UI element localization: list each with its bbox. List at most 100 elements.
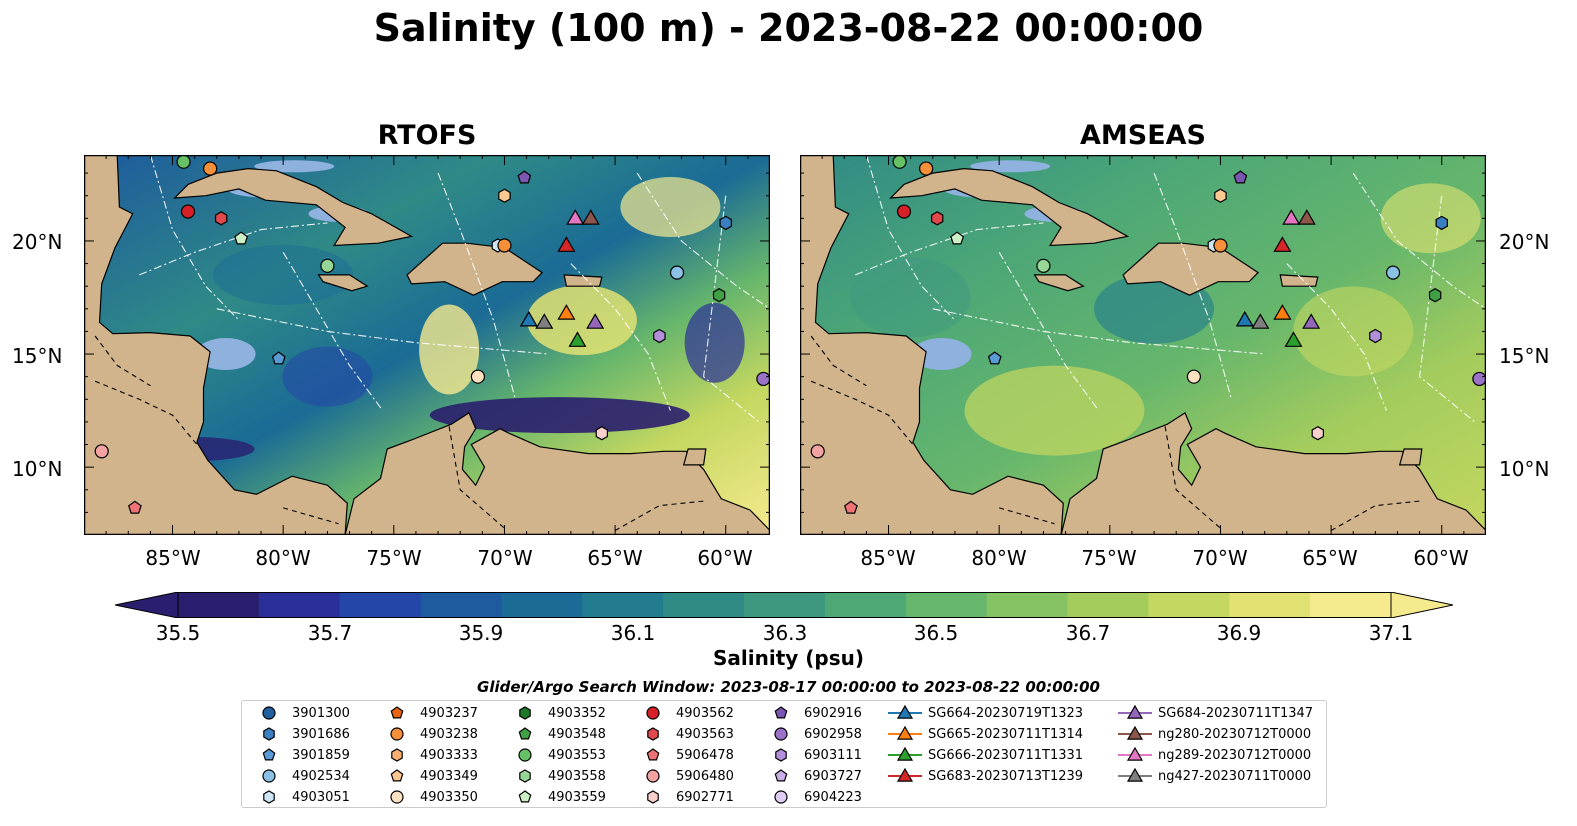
legend-marker-icon bbox=[519, 769, 531, 783]
legend-float-marker bbox=[646, 769, 660, 783]
colorbar-frame bbox=[177, 592, 1392, 618]
legend-marker-icon bbox=[888, 704, 922, 719]
glider-marker bbox=[1251, 313, 1270, 329]
legend-float-marker bbox=[390, 727, 404, 741]
argo-float-marker bbox=[595, 426, 609, 441]
border-line bbox=[448, 426, 505, 529]
argo-float-marker bbox=[892, 154, 907, 169]
colorbar bbox=[115, 592, 1454, 618]
legend-float-marker bbox=[262, 769, 276, 783]
legend-item: 4903352 bbox=[508, 703, 606, 723]
argo-float-marker bbox=[1428, 288, 1442, 303]
legend-marker-icon bbox=[775, 748, 787, 762]
legend-item: 3901686 bbox=[252, 724, 350, 744]
land-jamaica bbox=[1033, 274, 1085, 292]
legend-item-label: 6903727 bbox=[804, 768, 862, 784]
land-cuba bbox=[889, 167, 1130, 247]
argo-float-marker bbox=[320, 258, 335, 273]
legend-item: SG684-20230711T1347 bbox=[1118, 703, 1313, 723]
legend-item-label: 4903559 bbox=[548, 789, 606, 805]
legend-item: ng289-20230712T0000 bbox=[1118, 745, 1311, 765]
y-tick-right-10n: 10°N bbox=[1499, 457, 1550, 481]
argo-float-marker bbox=[176, 154, 191, 169]
colorbar-tick: 36.5 bbox=[913, 621, 959, 645]
legend-item-label: 4903558 bbox=[548, 768, 606, 784]
colorbar-tick: 37.1 bbox=[1368, 621, 1414, 645]
eez-line bbox=[139, 222, 328, 276]
land-puertorico bbox=[1279, 274, 1319, 287]
legend-item: 3901300 bbox=[252, 703, 350, 723]
argo-float-marker bbox=[470, 369, 485, 384]
x-tick-left-85w: 85°W bbox=[145, 546, 201, 570]
legend-float-marker bbox=[647, 727, 659, 741]
y-tick-left-10n: 10°N bbox=[12, 457, 63, 481]
legend-item: 4903237 bbox=[380, 703, 478, 723]
argo-float-marker bbox=[1186, 369, 1201, 384]
argo-float-marker bbox=[919, 161, 934, 176]
legend-marker-icon bbox=[390, 706, 404, 719]
legend-float-marker bbox=[262, 706, 276, 720]
legend-item: 4903051 bbox=[252, 787, 350, 807]
panel-title-amseas: AMSEAS bbox=[1080, 120, 1206, 151]
legend-item: 4903559 bbox=[508, 787, 606, 807]
argo-float-marker bbox=[719, 215, 733, 231]
legend-float-marker bbox=[774, 769, 788, 782]
legend-float-marker bbox=[774, 727, 788, 741]
colorbar-segment bbox=[339, 592, 422, 618]
colorbar-segment bbox=[905, 592, 988, 618]
legend-item-label: 6902771 bbox=[676, 789, 734, 805]
eez-line bbox=[437, 172, 517, 400]
colorbar-segment bbox=[744, 592, 826, 618]
argo-float-marker bbox=[180, 204, 196, 219]
colorbar-segment bbox=[582, 592, 664, 618]
colorbar-extend-high bbox=[1390, 592, 1454, 618]
legend-marker-icon bbox=[646, 748, 660, 761]
legend-item-label: 4903350 bbox=[420, 789, 478, 805]
argo-float-marker bbox=[1311, 426, 1325, 441]
glider-marker bbox=[1235, 310, 1254, 327]
argo-float-marker bbox=[1385, 265, 1401, 280]
argo-float-marker bbox=[234, 231, 249, 245]
x-tick-left-80w: 80°W bbox=[255, 546, 311, 570]
legend-item: 3901859 bbox=[252, 745, 350, 765]
argo-float-marker bbox=[810, 444, 825, 459]
colorbar-tick: 36.7 bbox=[1065, 621, 1111, 645]
legend-item-label: 5906480 bbox=[676, 768, 734, 784]
salinity-eddy bbox=[419, 304, 480, 395]
legend-marker-icon bbox=[1118, 746, 1152, 761]
legend-item-label: SG666-20230711T1331 bbox=[928, 747, 1084, 763]
legend-item: SG683-20230713T1239 bbox=[888, 766, 1083, 786]
glider-marker bbox=[519, 310, 538, 327]
map-frame bbox=[83, 154, 771, 536]
legend-marker-icon bbox=[391, 748, 403, 762]
legend-marker-icon bbox=[262, 706, 276, 720]
glider-marker bbox=[568, 331, 587, 347]
map-amseas-canvas bbox=[799, 154, 1487, 536]
legend-float-marker bbox=[647, 790, 659, 804]
glider-marker bbox=[1284, 331, 1303, 347]
legend-marker-icon bbox=[390, 769, 404, 782]
colorbar-segment bbox=[986, 592, 1069, 618]
legend-item: 6903727 bbox=[764, 766, 862, 786]
eez-line bbox=[1286, 263, 1387, 411]
glider-marker bbox=[581, 209, 600, 225]
legend-item: ng427-20230711T0000 bbox=[1118, 766, 1311, 786]
legend-float-marker bbox=[262, 748, 276, 761]
legend-marker-icon bbox=[647, 790, 659, 804]
eez-line bbox=[1352, 172, 1487, 310]
legend-item: 5906478 bbox=[636, 745, 734, 765]
shelf-area bbox=[911, 338, 972, 371]
legend-item-label: ng289-20230712T0000 bbox=[1158, 747, 1312, 763]
legend-item: 4903562 bbox=[636, 703, 734, 723]
legend-glider-marker bbox=[1126, 725, 1144, 740]
eez-line bbox=[855, 222, 1044, 276]
legend-marker-icon bbox=[390, 790, 404, 804]
argo-float-marker bbox=[1233, 170, 1248, 184]
argo-float-marker bbox=[1472, 371, 1487, 387]
eez-line bbox=[998, 252, 1100, 411]
legend-float-marker bbox=[519, 706, 531, 720]
legend-item: 4902534 bbox=[252, 766, 350, 786]
legend-marker-icon bbox=[774, 790, 788, 804]
argo-float-marker bbox=[843, 500, 858, 514]
land-trinidad bbox=[682, 448, 707, 466]
